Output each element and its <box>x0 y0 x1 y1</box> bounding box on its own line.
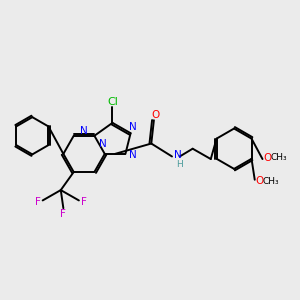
Text: N: N <box>129 122 137 133</box>
Text: N: N <box>174 150 182 160</box>
Text: O: O <box>263 153 271 163</box>
Text: O: O <box>255 176 263 186</box>
Text: F: F <box>81 197 87 207</box>
Text: N: N <box>129 150 136 160</box>
Text: CH₃: CH₃ <box>262 177 279 186</box>
Text: F: F <box>34 197 40 207</box>
Text: F: F <box>60 209 66 219</box>
Text: Cl: Cl <box>107 97 118 106</box>
Text: N: N <box>80 126 88 136</box>
Text: CH₃: CH₃ <box>270 153 287 162</box>
Text: H: H <box>176 160 183 169</box>
Text: N: N <box>99 139 106 148</box>
Text: O: O <box>151 110 159 120</box>
